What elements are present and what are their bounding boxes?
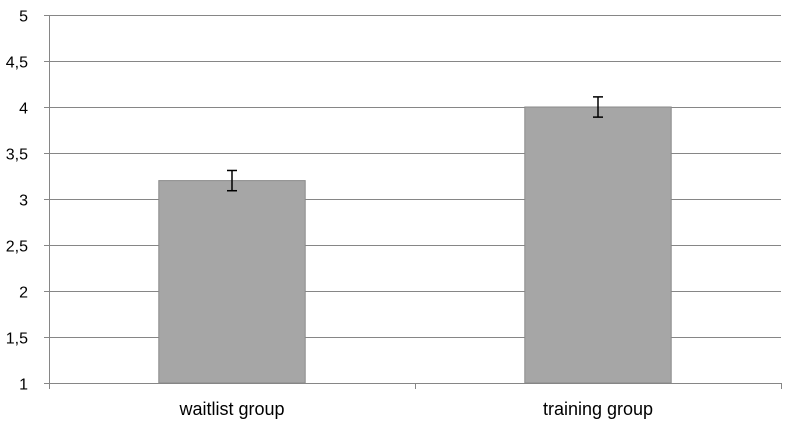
y-tick-label: 5 <box>19 9 28 26</box>
bars <box>158 106 672 384</box>
y-tick-label: 3,5 <box>6 147 28 164</box>
y-tick-label: 4,5 <box>6 55 28 72</box>
x-axis-category-labels: waitlist group training group <box>178 399 653 419</box>
y-tick-label: 3 <box>19 193 28 210</box>
y-tick-label: 4 <box>19 101 28 118</box>
y-tick-label: 1 <box>19 377 28 394</box>
y-tick-label: 2 <box>19 285 28 302</box>
axes <box>44 15 782 389</box>
bar-2 <box>524 106 672 384</box>
x-category-label: training group <box>543 399 653 419</box>
y-tick-label: 1,5 <box>6 331 28 348</box>
y-axis-tick-labels: 1 1,5 2 2,5 3 3,5 4 4,5 5 <box>6 9 28 394</box>
x-category-label: waitlist group <box>178 399 284 419</box>
error-bars <box>227 96 603 192</box>
bar-1 <box>158 180 306 384</box>
y-tick-label: 2,5 <box>6 239 28 256</box>
